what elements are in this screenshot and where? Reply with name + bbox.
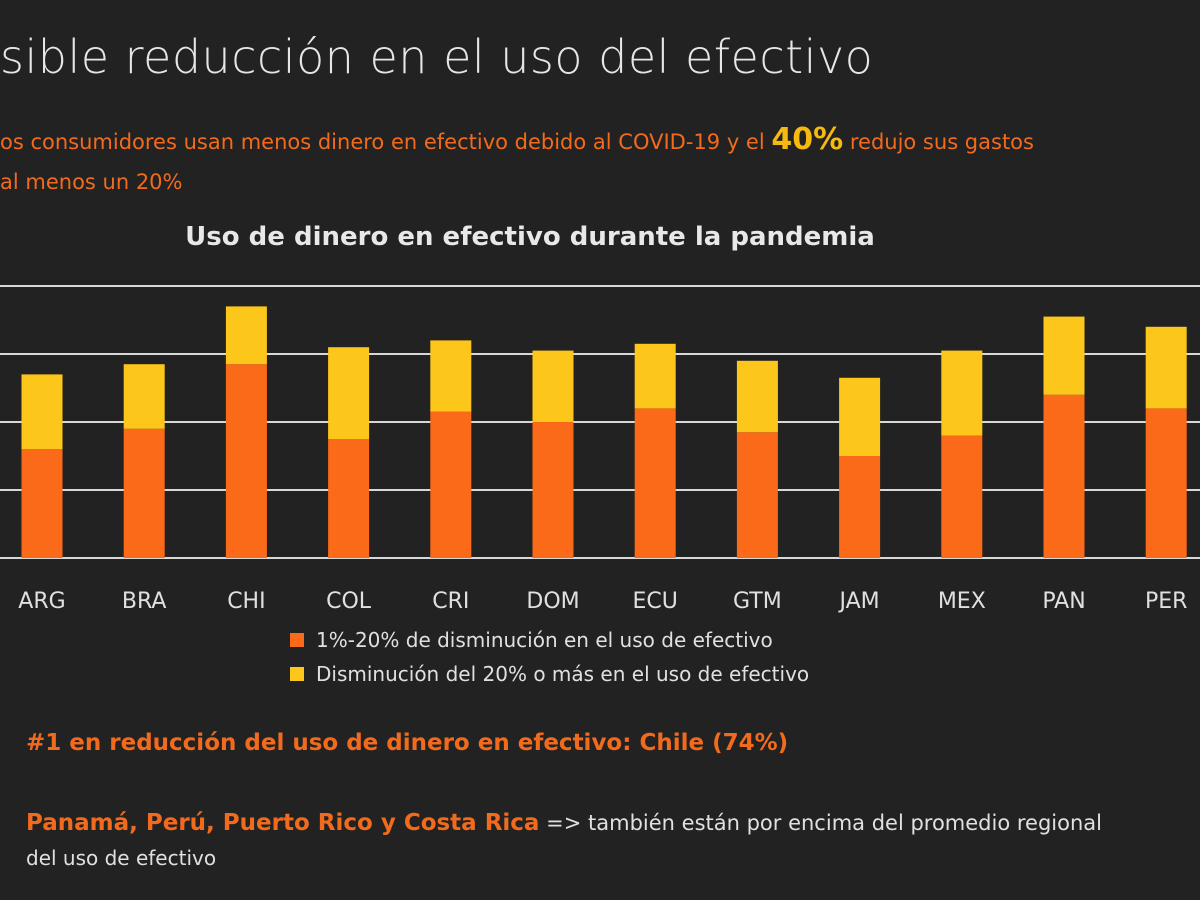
legend-swatch-yellow: [290, 667, 304, 681]
page-title: sible reducción en el uso del efectivo: [0, 30, 874, 84]
bar-low-pan: [1043, 394, 1085, 558]
bar-high-col: [328, 347, 370, 439]
bar-low-ecu: [634, 408, 676, 558]
bar-high-arg: [21, 374, 63, 450]
bar-low-dom: [532, 422, 574, 558]
countries-note: Panamá, Perú, Puerto Rico y Costa Rica =…: [26, 810, 1102, 836]
x-tick-label: GTM: [733, 589, 782, 614]
bar-low-arg: [21, 449, 63, 558]
bar-low-chi: [225, 364, 267, 558]
bar-high-cri: [430, 340, 472, 412]
ranking-note: #1 en reducción del uso de dinero en efe…: [26, 730, 789, 756]
subtitle-line-1: os consumidores usan menos dinero en efe…: [0, 122, 1034, 157]
x-tick-label: CHI: [227, 589, 265, 614]
legend-item-high: Disminución del 20% o más en el uso de e…: [290, 657, 809, 691]
arrow-text: =>: [539, 811, 589, 835]
x-tick-label: PAN: [1042, 589, 1085, 614]
legend-label-high: Disminución del 20% o más en el uso de e…: [316, 662, 810, 686]
bar-high-jam: [839, 377, 881, 456]
x-tick-label: COL: [326, 589, 372, 614]
bar-low-bra: [123, 428, 165, 558]
x-tick-label: ECU: [633, 589, 678, 614]
bar-low-per: [1145, 408, 1187, 558]
bar-high-chi: [225, 306, 267, 365]
bar-low-jam: [839, 456, 881, 558]
x-tick-label: DOM: [526, 589, 579, 614]
bar-high-bra: [123, 364, 165, 429]
bar-low-col: [328, 439, 370, 558]
x-tick-label: MEX: [938, 589, 986, 614]
chart-legend: 1%-20% de disminución en el uso de efect…: [290, 623, 809, 691]
bar-low-gtm: [736, 432, 778, 558]
countries-note-line-2: del uso de efectivo: [26, 846, 217, 870]
subtitle-highlight-percent: 40%: [771, 122, 844, 157]
legend-item-low: 1%-20% de disminución en el uso de efect…: [290, 623, 809, 657]
x-tick-label: CRI: [432, 589, 469, 614]
stacked-bar-chart: ARG BRA CHI COL CRI DOM ECU GTM JAM MEX PAN PER: [0, 285, 1200, 614]
x-tick-label: ARG: [18, 589, 65, 614]
countries-highlight: Panamá, Perú, Puerto Rico y Costa Rica: [26, 810, 540, 836]
legend-swatch-orange: [290, 633, 304, 647]
x-tick-label: PER: [1145, 589, 1187, 614]
subtitle-text-a: os consumidores usan menos dinero en efe…: [0, 130, 772, 154]
subtitle-line-2: al menos un 20%: [0, 170, 183, 194]
bar-low-cri: [430, 411, 472, 558]
x-tick-label: BRA: [122, 589, 167, 614]
bar-high-per: [1145, 326, 1187, 409]
subtitle-text-b: redujo sus gastos: [843, 130, 1034, 154]
countries-note-text: también están por encima del promedio re…: [588, 811, 1102, 835]
legend-label-low: 1%-20% de disminución en el uso de efect…: [316, 628, 773, 652]
bar-high-ecu: [634, 343, 676, 409]
bar-high-gtm: [736, 360, 778, 433]
x-tick-label: JAM: [838, 589, 880, 614]
bar-high-dom: [532, 350, 574, 422]
bar-high-mex: [941, 350, 983, 436]
bar-high-pan: [1043, 316, 1085, 395]
chart-title: Uso de dinero en efectivo durante la pan…: [185, 222, 875, 252]
bar-low-mex: [941, 435, 983, 558]
